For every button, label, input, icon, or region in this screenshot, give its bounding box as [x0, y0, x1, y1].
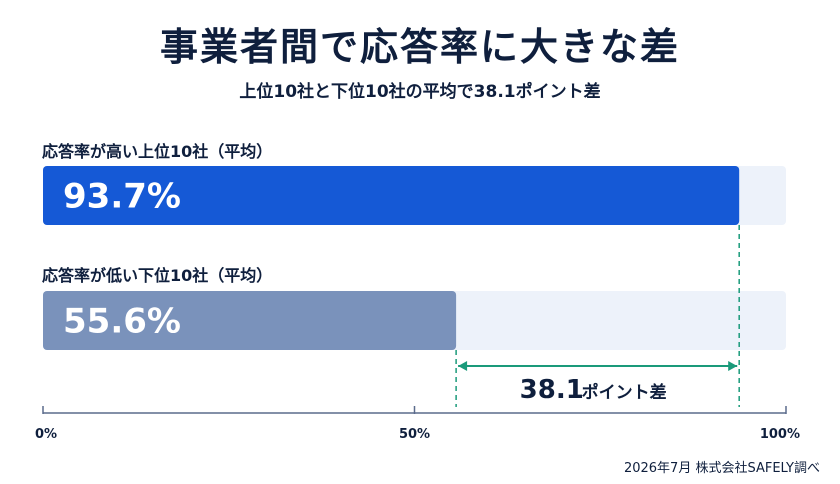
source-footnote: 2026年7月 株式会社SAFELY調べ	[623, 461, 820, 476]
difference-arrow-head-right	[728, 361, 738, 371]
difference-arrow-head-left	[458, 361, 468, 371]
x-axis-tick-label-2: 100%	[760, 427, 800, 442]
bar-0	[43, 166, 740, 225]
x-axis-tick-label-0: 0%	[35, 427, 57, 442]
difference-suffix-label: ポイント差	[582, 382, 667, 403]
category-label-top: 応答率が高い上位10社（平均）	[42, 142, 273, 161]
x-axis-tick-label-1: 50%	[399, 427, 430, 442]
bar-1	[43, 291, 457, 350]
difference-value-label: 38.1	[520, 375, 584, 405]
bar-value-label-0: 93.7%	[63, 177, 181, 217]
bar-value-label-1: 55.6%	[63, 302, 181, 342]
category-label-bottom: 応答率が低い下位10社（平均）	[42, 266, 273, 285]
chart-subtitle: 上位10社と下位10社の平均で38.1ポイント差	[239, 82, 601, 102]
chart-title: 事業者間で応答率に大きな差	[159, 25, 680, 69]
